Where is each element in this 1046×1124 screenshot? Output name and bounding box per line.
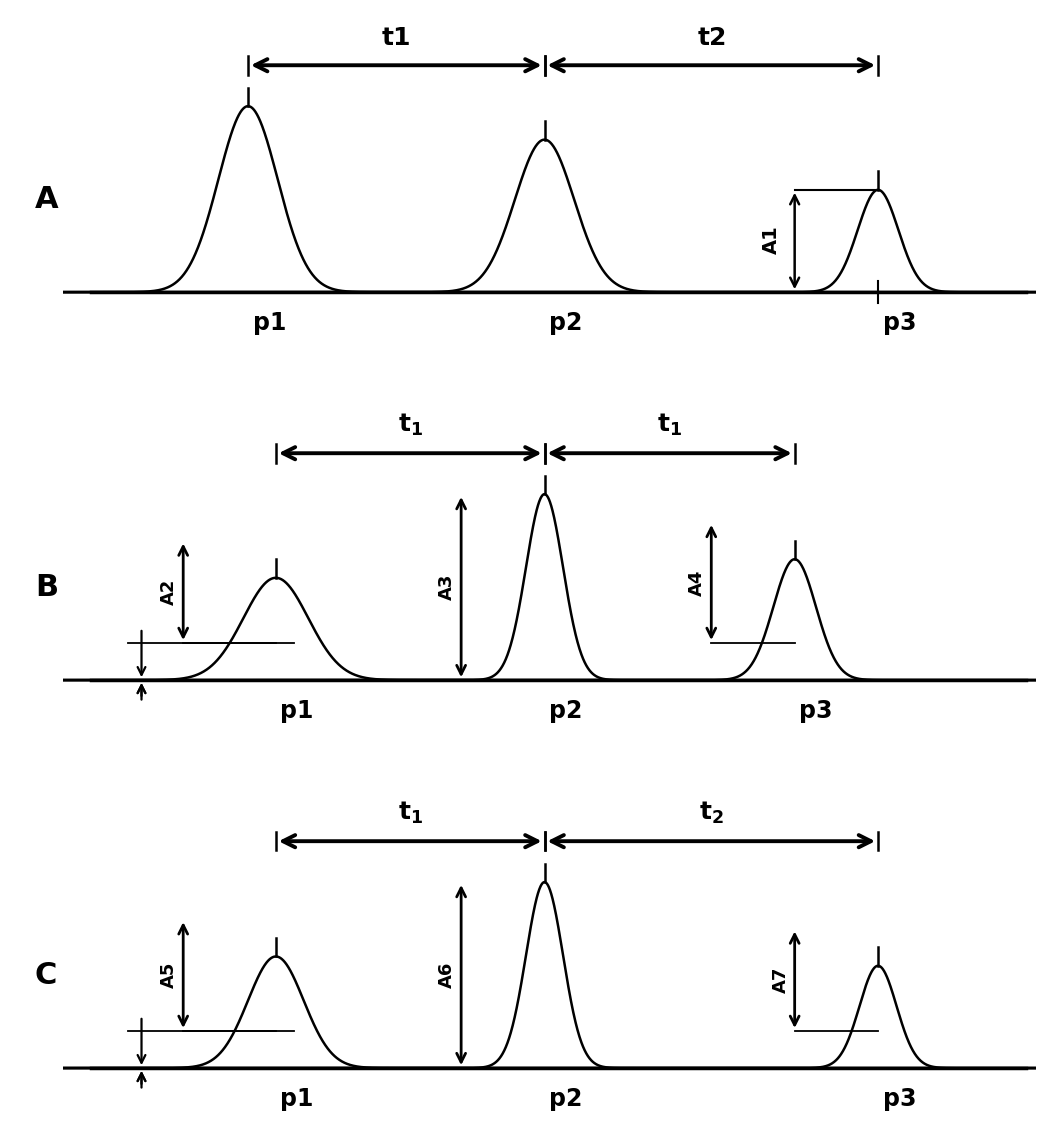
Text: p1: p1 — [253, 310, 286, 335]
Text: $\bf{t1}$: $\bf{t1}$ — [382, 26, 411, 51]
Text: $\bf{t}$$_{\bf{1}}$: $\bf{t}$$_{\bf{1}}$ — [657, 413, 682, 438]
Text: p1: p1 — [280, 1087, 314, 1111]
Text: p2: p2 — [549, 699, 583, 723]
Text: p2: p2 — [549, 310, 583, 335]
Text: A5: A5 — [160, 962, 178, 988]
Text: B: B — [35, 572, 59, 601]
Text: $\bf{t}$$_{\bf{2}}$: $\bf{t}$$_{\bf{2}}$ — [699, 800, 724, 826]
Text: A1: A1 — [761, 226, 781, 254]
Text: A7: A7 — [772, 967, 790, 992]
Text: C: C — [35, 961, 58, 989]
Text: A3: A3 — [438, 574, 456, 600]
Text: $\bf{t}$$_{\bf{1}}$: $\bf{t}$$_{\bf{1}}$ — [397, 413, 423, 438]
Text: $\bf{t}$$_{\bf{1}}$: $\bf{t}$$_{\bf{1}}$ — [397, 800, 423, 826]
Text: p3: p3 — [799, 699, 833, 723]
Text: A2: A2 — [160, 579, 178, 605]
Text: p3: p3 — [883, 1087, 916, 1111]
Text: p1: p1 — [280, 699, 314, 723]
Text: $\bf{t2}$: $\bf{t2}$ — [697, 26, 726, 51]
Text: A6: A6 — [438, 962, 456, 988]
Text: p3: p3 — [883, 310, 916, 335]
Text: A4: A4 — [688, 569, 706, 596]
Text: A: A — [35, 184, 59, 214]
Text: p2: p2 — [549, 1087, 583, 1111]
